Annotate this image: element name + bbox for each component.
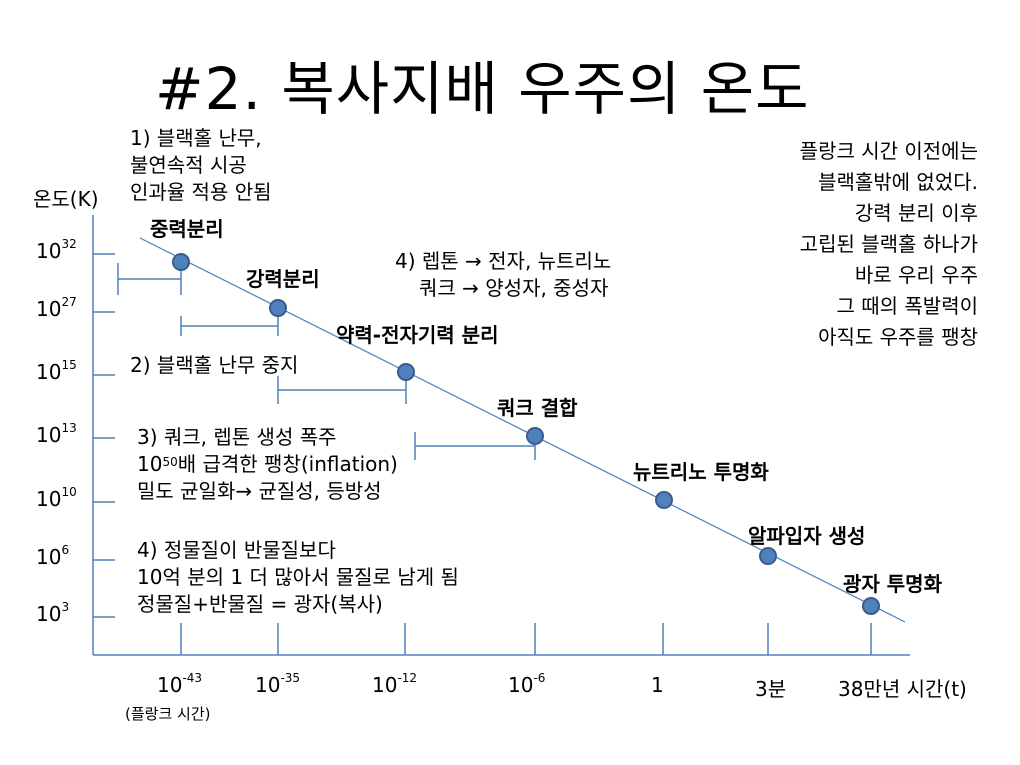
note-line: 아직도 우주를 팽창 [818,325,978,349]
data-point [526,427,544,445]
note-line: 4) 정물질이 반물질보다 [137,538,336,562]
page-title: #2. 복사지배 우주의 온도 [155,55,810,123]
note-line: 인과율 적용 안됨 [130,180,272,204]
note-line: 블랙홀밖에 없었다. [818,170,978,194]
y-tick-label: 1027 [36,295,77,321]
x-tick-label: 10-35 [255,671,301,697]
note-line: 1) 블랙홀 난무, [130,126,262,150]
y-tick-label: 106 [36,543,70,569]
data-point [655,491,673,509]
note-line: 쿼크 → 양성자, 중성자 [419,276,609,300]
x-tick-sublabel: (플랑크 시간) [125,705,211,723]
note-inflation: 3) 쿼크, 렙톤 생성 폭주 1050배 급격한 팽창(inflation) … [137,424,398,505]
point-label: 뉴트리노 투명화 [633,460,769,484]
point-label: 약력-전자기력 분리 [336,323,499,347]
note-blackhole-universe: 플랑크 시간 이전에는 블랙홀밖에 없었다. 강력 분리 이후 고립된 블랙홀 … [800,136,978,353]
note-line: 3) 쿼크, 렙톤 생성 폭주 [137,425,337,449]
y-tick-label: 1013 [36,421,77,447]
point-label: 알파입자 생성 [748,524,866,548]
x-tick-label: 10-43 [157,671,203,697]
data-point [759,547,777,565]
x-tick-label: 3분 [755,677,787,701]
note-line: 바로 우리 우주 [854,263,978,287]
point-label: 중력분리 [150,217,224,241]
note-matter-antimatter: 4) 정물질이 반물질보다 10억 분의 1 더 많아서 물질로 남게 됨 정물… [137,537,459,618]
y-tick-label: 103 [36,600,70,626]
data-point [172,253,190,271]
point-label: 강력분리 [246,267,320,291]
note-lepton-quark: 4) 렙톤 → 전자, 뉴트리노 쿼크 → 양성자, 중성자 [395,248,611,302]
data-point [397,363,415,381]
note-line: 밀도 균일화→ 균질성, 등방성 [137,479,382,503]
y-tick-label: 1032 [36,237,77,263]
note-line: 플랑크 시간 이전에는 [799,139,978,163]
x-tick-label: 10-6 [508,671,546,697]
note-line: 강력 분리 이후 [854,201,978,225]
note-planck-era: 1) 블랙홀 난무, 불연속적 시공 인과율 적용 안됨 [130,125,272,206]
y-tick-label: 1010 [36,485,77,511]
note-line: 1050배 급격한 팽창(inflation) [137,452,398,476]
y-tick-label: 1015 [36,358,77,384]
data-point [269,299,287,317]
data-point [862,597,880,615]
note-blackhole-stop: 2) 블랙홀 난무 중지 [130,353,299,377]
note-line: 불연속적 시공 [130,153,247,177]
point-label: 광자 투명화 [843,572,942,596]
x-tick-label: 1 [651,673,664,697]
note-line: 4) 렙톤 → 전자, 뉴트리노 [395,249,612,273]
trend-line [139,237,906,623]
x-tick-label: 10-12 [372,671,418,697]
point-label: 쿼크 결합 [497,396,578,420]
note-line: 정물질+반물질 = 광자(복사) [137,592,383,616]
note-line: 고립된 블랙홀 하나가 [799,232,978,256]
x-tick-label: 38만년 시간(t) [838,677,967,701]
y-axis-label: 온도(K) [33,187,99,211]
note-line: 그 때의 폭발력이 [836,294,978,318]
note-line: 10억 분의 1 더 많아서 물질로 남게 됨 [137,565,459,589]
